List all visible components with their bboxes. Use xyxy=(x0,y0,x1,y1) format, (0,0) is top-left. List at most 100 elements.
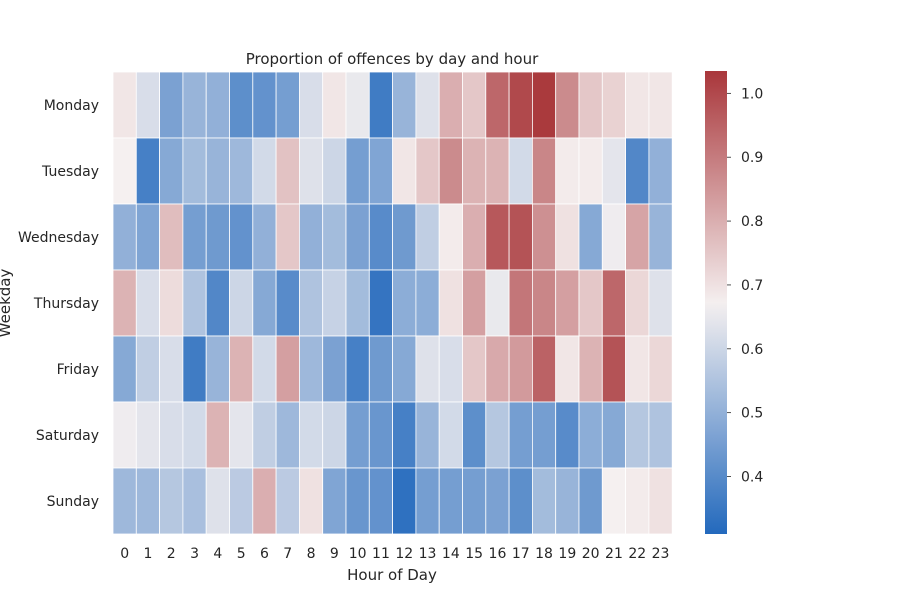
heatmap-cell xyxy=(392,269,417,337)
heatmap-cell xyxy=(368,71,393,139)
heatmap-cell xyxy=(182,137,207,205)
heatmap-cell xyxy=(555,335,580,403)
heatmap-cell xyxy=(578,137,603,205)
heatmap-cell xyxy=(415,401,440,469)
heatmap-cell xyxy=(368,269,393,337)
y-tick-label: Thursday xyxy=(33,296,99,312)
heatmap-cell xyxy=(508,137,533,205)
x-tick-label: 7 xyxy=(283,546,292,562)
heatmap-cell xyxy=(578,71,603,139)
heatmap-cell xyxy=(112,467,137,535)
heatmap-cell xyxy=(252,467,277,535)
heatmap-cell xyxy=(438,203,463,271)
heatmap-cell xyxy=(648,71,673,139)
heatmap-cell xyxy=(532,335,557,403)
y-tick-label: Sunday xyxy=(47,494,99,510)
heatmap-cell xyxy=(322,71,347,139)
heatmap-cell xyxy=(345,467,370,535)
heatmap-cell xyxy=(252,401,277,469)
heatmap-cell xyxy=(648,335,673,403)
heatmap-cell xyxy=(625,203,650,271)
heatmap-cell xyxy=(392,203,417,271)
heatmap-cell xyxy=(322,137,347,205)
heatmap-cell xyxy=(275,401,300,469)
heatmap-cell xyxy=(485,71,510,139)
x-axis-label: Hour of Day xyxy=(347,566,437,584)
heatmap-cell xyxy=(532,71,557,139)
heatmap-cell xyxy=(135,335,161,403)
heatmap-cell xyxy=(298,203,324,271)
chart-title: Proportion of offences by day and hour xyxy=(246,50,539,68)
heatmap-cell xyxy=(648,467,673,535)
heatmap-cell xyxy=(368,401,393,469)
x-tick-label: 19 xyxy=(558,546,576,562)
heatmap-cell xyxy=(462,203,487,271)
heatmap-cell xyxy=(462,335,487,403)
heatmap-cell xyxy=(298,71,324,139)
heatmap-cell xyxy=(625,137,650,205)
x-tick-labels: 0 1 2 3 4 5 6 7 8 9 10 11 12 13 14 15 16 17 18 19 20 21 22 23 xyxy=(120,546,669,562)
x-tick-label: 1 xyxy=(143,546,152,562)
heatmap-cell xyxy=(392,335,417,403)
heatmap-cell xyxy=(275,467,300,535)
heatmap-cell xyxy=(159,401,184,469)
heatmap-cell xyxy=(485,401,510,469)
y-tick-label: Wednesday xyxy=(18,230,99,246)
heatmap-cell xyxy=(368,137,393,205)
x-tick-label: 18 xyxy=(535,546,553,562)
colorbar-tick-labels: 0.4 0.5 0.6 0.7 0.8 0.9 1.0 xyxy=(727,86,763,486)
heatmap-cell xyxy=(415,203,440,271)
x-tick-label: 9 xyxy=(330,546,339,562)
y-tick-label: Saturday xyxy=(36,428,99,444)
x-tick-label: 8 xyxy=(307,546,316,562)
heatmap-cell xyxy=(578,269,603,337)
heatmap-cell xyxy=(182,401,207,469)
heatmap-cell xyxy=(159,269,184,337)
heatmap-cell xyxy=(462,137,487,205)
x-tick-label: 21 xyxy=(605,546,623,562)
heatmap-cell xyxy=(438,269,463,337)
heatmap-cell xyxy=(298,401,324,469)
heatmap-cell xyxy=(205,467,230,535)
heatmap-cell xyxy=(275,137,300,205)
heatmap-cell xyxy=(392,467,417,535)
heatmap-cell xyxy=(415,137,440,205)
y-tick-labels: Monday Tuesday Wednesday Thursday Friday Satu… xyxy=(18,98,99,510)
heatmap-cell xyxy=(462,401,487,469)
heatmap-cell xyxy=(578,335,603,403)
heatmap-cell xyxy=(112,401,137,469)
heatmap-cell xyxy=(298,467,324,535)
heatmap-cell xyxy=(462,467,487,535)
heatmap-cell xyxy=(275,203,300,271)
heatmap-cell xyxy=(275,335,300,403)
heatmap-cell xyxy=(135,401,161,469)
heatmap-cell xyxy=(322,203,347,271)
heatmap-cell xyxy=(532,203,557,271)
heatmap-cell xyxy=(229,335,254,403)
colorbar-tick-label: 0.9 xyxy=(741,150,763,166)
x-tick-label: 0 xyxy=(120,546,129,562)
x-tick-label: 22 xyxy=(628,546,646,562)
heatmap-cell xyxy=(508,71,533,139)
heatmap-cell xyxy=(555,203,580,271)
heatmap-cell xyxy=(625,467,650,535)
heatmap-cell xyxy=(578,203,603,271)
heatmap-cell xyxy=(485,467,510,535)
heatmap-cell xyxy=(438,401,463,469)
heatmap-cell xyxy=(275,71,300,139)
heatmap-cell xyxy=(229,269,254,337)
heatmap-cell xyxy=(159,137,184,205)
heatmap-cell xyxy=(182,467,207,535)
heatmap-cell xyxy=(159,203,184,271)
colorbar-tick-label: 0.6 xyxy=(741,342,763,358)
heatmap-cell xyxy=(275,269,300,337)
heatmap-cell xyxy=(112,71,137,139)
heatmap-cell xyxy=(601,335,626,403)
heatmap-cell xyxy=(392,401,417,469)
heatmap-cell xyxy=(601,71,626,139)
colorbar xyxy=(705,71,727,534)
heatmap-cell xyxy=(182,203,207,271)
heatmap-cell xyxy=(438,335,463,403)
heatmap-cell xyxy=(625,269,650,337)
x-tick-label: 3 xyxy=(190,546,199,562)
